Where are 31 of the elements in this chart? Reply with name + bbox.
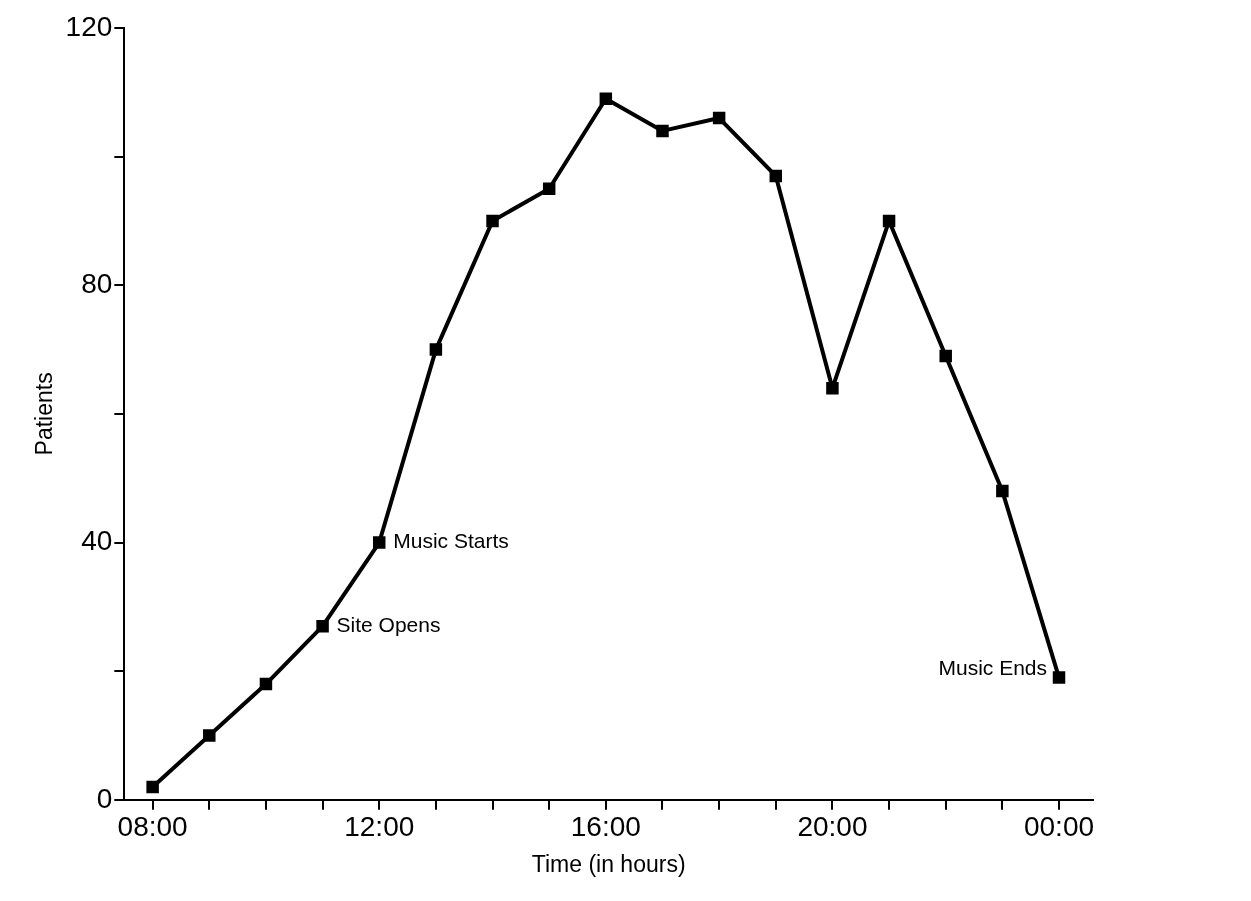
- point: [996, 484, 1009, 498]
- point: [542, 182, 556, 196]
- y-tick-label: 120: [65, 10, 113, 42]
- y-tick-label: 0: [96, 782, 113, 814]
- point: [826, 381, 839, 395]
- x-axis-title: Time (in hours): [531, 850, 686, 877]
- point: [769, 169, 783, 183]
- point: [372, 536, 386, 549]
- x-tick-label: 00:00: [1023, 811, 1095, 843]
- point: [146, 780, 159, 794]
- point: [882, 214, 896, 228]
- point: [316, 619, 329, 633]
- annotation: Music Starts: [393, 529, 509, 553]
- x-tick-label: 08:00: [117, 811, 188, 843]
- x-tick-label: 20:00: [797, 811, 868, 843]
- point: [486, 214, 499, 228]
- annotation: Site Opens: [336, 612, 441, 636]
- annotation: Music Ends: [938, 656, 1048, 680]
- point: [1052, 671, 1066, 684]
- point: [712, 111, 726, 125]
- y-tick-label: 80: [81, 267, 113, 299]
- point: [259, 677, 273, 691]
- point: [599, 92, 613, 105]
- point: [429, 343, 443, 356]
- x-tick-label: 12:00: [344, 811, 415, 843]
- y-axis-title: Patients: [31, 372, 58, 456]
- x-tick-label: 16:00: [570, 811, 641, 843]
- point: [203, 729, 216, 742]
- y-tick-label: 40: [81, 525, 113, 557]
- point: [656, 124, 669, 138]
- point: [939, 349, 952, 363]
